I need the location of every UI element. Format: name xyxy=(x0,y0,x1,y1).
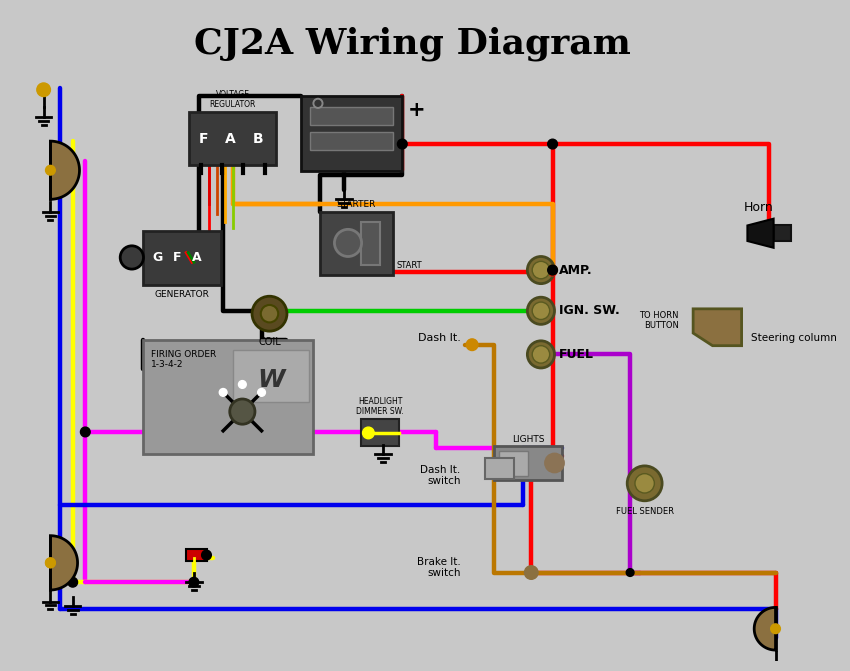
Text: Steering column: Steering column xyxy=(751,333,837,343)
Text: LIGHTS: LIGHTS xyxy=(512,435,545,444)
Text: +: + xyxy=(408,100,426,120)
Circle shape xyxy=(545,454,564,472)
Text: Brake lt.
switch: Brake lt. switch xyxy=(416,557,461,578)
Circle shape xyxy=(315,101,321,106)
Circle shape xyxy=(524,566,538,579)
Text: G: G xyxy=(152,251,162,264)
Text: COIL: COIL xyxy=(258,337,280,347)
Circle shape xyxy=(201,550,212,560)
FancyBboxPatch shape xyxy=(144,340,313,454)
Circle shape xyxy=(334,229,361,256)
Circle shape xyxy=(68,577,77,587)
Text: HEADLIGHT
DIMMER SW.: HEADLIGHT DIMMER SW. xyxy=(356,397,404,417)
Circle shape xyxy=(467,339,478,350)
Text: W: W xyxy=(258,368,286,392)
Circle shape xyxy=(626,568,634,576)
Polygon shape xyxy=(754,607,775,650)
Circle shape xyxy=(313,99,323,108)
Text: F: F xyxy=(199,132,208,146)
FancyBboxPatch shape xyxy=(233,350,309,402)
Text: B: B xyxy=(252,132,264,146)
Circle shape xyxy=(627,466,662,501)
Text: START: START xyxy=(396,261,422,270)
Text: FIRING ORDER
1-3-4-2: FIRING ORDER 1-3-4-2 xyxy=(151,350,217,369)
FancyBboxPatch shape xyxy=(310,107,393,125)
Circle shape xyxy=(398,139,407,149)
Text: Dash lt.: Dash lt. xyxy=(417,333,461,343)
Text: Dash lt.
switch: Dash lt. switch xyxy=(420,465,461,486)
Polygon shape xyxy=(50,535,77,590)
Circle shape xyxy=(547,139,558,149)
Circle shape xyxy=(527,341,554,368)
Circle shape xyxy=(46,558,55,568)
Circle shape xyxy=(547,265,558,275)
Text: F: F xyxy=(173,251,182,264)
Text: STARTER: STARTER xyxy=(336,200,376,209)
Circle shape xyxy=(771,624,780,633)
Circle shape xyxy=(547,265,558,275)
Text: A: A xyxy=(225,132,236,146)
Text: VOLTAGE
REGULATOR: VOLTAGE REGULATOR xyxy=(209,90,256,109)
FancyBboxPatch shape xyxy=(301,95,402,171)
FancyBboxPatch shape xyxy=(499,452,529,476)
Circle shape xyxy=(635,474,655,493)
Circle shape xyxy=(527,297,554,324)
Text: TO HORN
BUTTON: TO HORN BUTTON xyxy=(639,311,678,330)
FancyBboxPatch shape xyxy=(320,212,393,275)
Text: GENERATOR: GENERATOR xyxy=(155,291,210,299)
Circle shape xyxy=(230,399,255,424)
Text: CJ2A Wiring Diagram: CJ2A Wiring Diagram xyxy=(194,27,631,62)
Text: Horn: Horn xyxy=(744,201,774,214)
Polygon shape xyxy=(747,219,774,248)
Circle shape xyxy=(261,305,278,322)
Circle shape xyxy=(532,346,550,363)
FancyBboxPatch shape xyxy=(189,112,276,165)
Circle shape xyxy=(37,83,50,97)
Text: AMP.: AMP. xyxy=(559,264,593,276)
Circle shape xyxy=(258,389,265,397)
Text: A: A xyxy=(192,251,201,264)
Circle shape xyxy=(219,389,227,397)
Text: FUEL SENDER: FUEL SENDER xyxy=(615,507,674,515)
FancyBboxPatch shape xyxy=(310,132,393,150)
FancyBboxPatch shape xyxy=(484,458,513,480)
Circle shape xyxy=(46,165,55,175)
FancyBboxPatch shape xyxy=(495,446,562,480)
Circle shape xyxy=(120,246,144,269)
Circle shape xyxy=(239,380,246,389)
FancyBboxPatch shape xyxy=(774,225,791,241)
Circle shape xyxy=(532,302,550,319)
Circle shape xyxy=(46,558,55,568)
Text: IGN. SW.: IGN. SW. xyxy=(559,304,620,317)
Polygon shape xyxy=(693,309,741,346)
Circle shape xyxy=(549,268,557,276)
Circle shape xyxy=(189,577,199,587)
FancyBboxPatch shape xyxy=(360,221,380,265)
FancyBboxPatch shape xyxy=(360,419,399,446)
Circle shape xyxy=(81,427,90,437)
Circle shape xyxy=(252,296,287,331)
Circle shape xyxy=(527,256,554,284)
Text: FUEL: FUEL xyxy=(559,348,594,361)
Circle shape xyxy=(532,261,550,278)
Circle shape xyxy=(363,427,374,439)
Polygon shape xyxy=(50,141,80,199)
FancyBboxPatch shape xyxy=(186,550,207,561)
FancyBboxPatch shape xyxy=(144,231,221,285)
